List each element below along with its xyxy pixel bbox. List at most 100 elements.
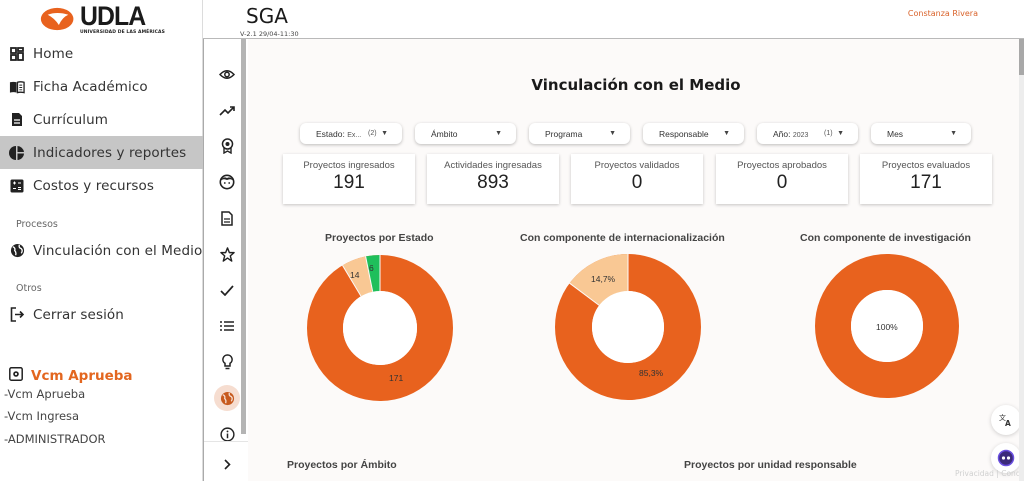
privacy-link[interactable]: Privacidad — [955, 469, 994, 478]
kpi-label: Proyectos aprobados — [737, 160, 827, 171]
app-version: V-2.1 29/04-11:30 — [240, 30, 299, 38]
filter-programa[interactable]: Programa ▼ — [529, 123, 630, 144]
chevron-right-icon[interactable] — [214, 451, 240, 477]
pie-chart-icon — [9, 145, 25, 161]
lightbulb-icon[interactable] — [214, 349, 240, 375]
chart-title-investigacion: Con componente de investigación — [800, 232, 971, 244]
info-icon[interactable] — [214, 421, 240, 447]
kpi-value: 0 — [776, 172, 788, 193]
section-title-por-unidad: Proyectos por unidad responsable — [684, 459, 857, 471]
globe-icon — [9, 243, 25, 259]
logo-word: UDLA — [80, 0, 146, 31]
globe-icon[interactable] — [214, 385, 240, 411]
chart-title-internacionalizacion: Con componente de internacionalización — [520, 232, 725, 244]
kpi-value: 191 — [333, 172, 365, 193]
udla-logo[interactable]: UDLA UNIVERSIDAD DE LAS AMÉRICAS — [40, 2, 165, 36]
kpi-value: 0 — [631, 172, 643, 193]
filter-anio[interactable]: Año: 2023 (1) ▼ — [757, 123, 858, 144]
role-header: Vcm Aprueba — [9, 366, 133, 385]
chat-assistant-button[interactable] — [991, 443, 1021, 473]
sidebar-item-cerrar-sesion[interactable]: Cerrar sesión — [0, 298, 203, 331]
filter-label: Mes — [887, 128, 904, 139]
sidebar-item-home[interactable]: Home — [0, 37, 203, 70]
dashboard-icon — [9, 46, 25, 62]
page-title: Vinculación con el Medio — [531, 76, 741, 94]
eye-icon[interactable] — [214, 61, 240, 87]
slice-label: 14 — [350, 270, 360, 280]
donut-chart-internacionalizacion[interactable] — [555, 254, 701, 400]
face-icon[interactable] — [214, 169, 240, 195]
footer-separator: | — [996, 469, 999, 478]
dropdown-caret-icon: ▼ — [837, 130, 844, 137]
donut-chart-investigacion[interactable] — [815, 254, 959, 398]
dropdown-caret-icon: ▼ — [950, 130, 957, 137]
kpi-proyectos-evaluados: Proyectos evaluados 171 — [860, 154, 992, 204]
role-line: -Vcm Aprueba — [4, 387, 86, 401]
main-scrollbar-thumb[interactable] — [1019, 39, 1024, 75]
terms-link[interactable]: Condiciones — [1001, 469, 1024, 478]
filter-selected: Ex... — [347, 131, 362, 139]
slice-label: 100% — [876, 322, 898, 332]
role-title: Vcm Aprueba — [31, 367, 133, 384]
slice-label: 6 — [369, 263, 374, 273]
app-title: SGA — [246, 4, 288, 28]
filter-label: Programa — [545, 128, 583, 139]
rail-scrollbar[interactable] — [241, 39, 246, 434]
filter-mes[interactable]: Mes ▼ — [871, 123, 971, 144]
kpi-proyectos-ingresados: Proyectos ingresados 191 — [283, 154, 415, 204]
assistant-face-icon — [997, 449, 1015, 467]
role-line: -Vcm Ingresa — [4, 409, 80, 423]
dropdown-caret-icon: ▼ — [723, 130, 730, 137]
filter-count: (2) — [368, 130, 377, 137]
sidebar-item-ficha-academico[interactable]: Ficha Académico — [0, 70, 203, 103]
recaptcha-footer: Privacidad | Condiciones — [955, 469, 1024, 478]
filter-label: Año: — [773, 128, 791, 139]
filter-selected: 2023 — [792, 131, 809, 139]
filter-estado[interactable]: Estado: Ex... (2) ▼ — [300, 123, 402, 144]
donut-chart-estado[interactable] — [306, 254, 454, 402]
translate-icon: 文A — [999, 413, 1011, 427]
kpi-value: 171 — [910, 172, 942, 193]
sidebar-item-label: Currículum — [33, 111, 109, 128]
sidebar-item-curriculum[interactable]: Currículum — [0, 103, 203, 136]
sidebar-item-label: Costos y recursos — [33, 177, 154, 194]
check-icon[interactable] — [214, 277, 240, 303]
filter-label: Estado: — [316, 128, 345, 139]
list-icon[interactable] — [214, 313, 240, 339]
kpi-label: Proyectos evaluados — [881, 160, 971, 171]
icon-rail — [203, 39, 249, 481]
sidebar-item-label: Home — [33, 45, 74, 62]
sidebar-item-label: Ficha Académico — [33, 78, 148, 95]
kpi-label: Actividades ingresadas — [444, 160, 542, 171]
content-frame: Vinculación con el Medio Estado: Ex... (… — [203, 38, 1024, 481]
kpi-actividades-ingresadas: Actividades ingresadas 893 — [427, 154, 559, 204]
logo-subtitle: UNIVERSIDAD DE LAS AMÉRICAS — [80, 29, 165, 35]
filter-responsable[interactable]: Responsable ▼ — [643, 123, 744, 144]
user-name-link[interactable]: Constanza Rivera — [907, 9, 978, 18]
logo-mark-icon — [40, 7, 74, 31]
dropdown-caret-icon: ▼ — [609, 130, 616, 137]
sidebar-item-costos-recursos[interactable]: Costos y recursos — [0, 169, 203, 202]
sidebar-item-indicadores-reportes[interactable]: Indicadores y reportes — [0, 136, 203, 169]
kpi-label: Proyectos validados — [594, 160, 680, 171]
main-scrollbar[interactable] — [1019, 39, 1024, 481]
sidebar-item-label: Cerrar sesión — [33, 306, 124, 323]
document-icon[interactable] — [214, 205, 240, 231]
kpi-proyectos-validados: Proyectos validados 0 — [571, 154, 703, 204]
sidebar: UDLA UNIVERSIDAD DE LAS AMÉRICAS Home Fi… — [0, 0, 203, 481]
settings-box-icon — [9, 366, 23, 385]
kpi-value: 893 — [477, 172, 509, 193]
sidebar-item-vinculacion[interactable]: Vinculación con el Medio — [0, 234, 203, 267]
award-icon[interactable] — [214, 133, 240, 159]
sidebar-item-label: Vinculación con el Medio — [33, 242, 203, 259]
chart-title-estado: Proyectos por Estado — [325, 232, 434, 244]
star-icon[interactable] — [214, 241, 240, 267]
book-icon — [9, 79, 25, 95]
filter-count: (1) — [824, 130, 833, 137]
role-line: -ADMINISTRADOR — [4, 432, 106, 446]
filter-ambito[interactable]: Ámbito ▼ — [415, 123, 516, 144]
kpi-proyectos-aprobados: Proyectos aprobados 0 — [716, 154, 848, 204]
trending-up-icon[interactable] — [214, 97, 240, 123]
